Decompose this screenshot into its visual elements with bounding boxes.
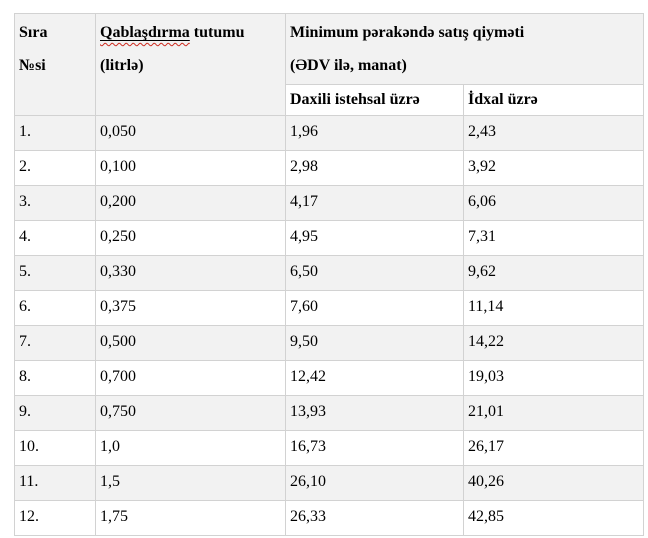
table-row: 4. 0,250 4,95 7,31: [14, 220, 644, 256]
cell-capacity: 0,050: [95, 115, 286, 151]
table-row: 6. 0,375 7,60 11,14: [14, 290, 644, 326]
cell-import-price: 19,03: [463, 360, 644, 396]
cell-capacity: 0,500: [95, 325, 286, 361]
table-header-row-sub: Daxili istehsal üzrə İdxal üzrə: [15, 84, 644, 116]
cell-row-number: 1.: [14, 115, 96, 151]
min-retail-price-table: Sıra №si Qablaşdırma tutumu (litrlə) Min…: [14, 13, 644, 536]
spellcheck-squiggle: Qablaşdırma: [100, 24, 190, 41]
cell-domestic-price: 13,93: [285, 395, 464, 431]
cell-domestic-price: 9,50: [285, 325, 464, 361]
cell-domestic-price: 1,96: [285, 115, 464, 151]
cell-capacity: 0,750: [95, 395, 286, 431]
header-packaging-capacity-line1: Qablaşdırma tutumu: [100, 16, 281, 49]
table-row: 12. 1,75 26,33 42,85: [14, 500, 644, 536]
header-price-group-line1: Minimum pərakəndə satış qiyməti: [290, 24, 525, 41]
table-row: 1. 0,050 1,96 2,43: [14, 115, 644, 151]
header-price-group-line2: (ƏDV ilə, manat): [290, 57, 407, 74]
cell-capacity: 1,75: [95, 500, 286, 536]
header-row-number-line1: Sıra: [19, 24, 48, 41]
cell-capacity: 0,100: [95, 150, 286, 186]
cell-import-price: 6,06: [463, 185, 644, 221]
cell-domestic-price: 4,17: [285, 185, 464, 221]
cell-capacity: 0,250: [95, 220, 286, 256]
cell-row-number: 4.: [14, 220, 96, 256]
header-domestic-production: Daxili istehsal üzrə: [285, 84, 464, 116]
table-row: 5. 0,330 6,50 9,62: [14, 255, 644, 291]
cell-row-number: 8.: [14, 360, 96, 396]
table-row: 9. 0,750 13,93 21,01: [14, 395, 644, 431]
underlined-word: Qablaşdırma: [100, 24, 190, 41]
cell-domestic-price: 26,10: [285, 465, 464, 501]
cell-import-price: 11,14: [463, 290, 644, 326]
cell-import-price: 40,26: [463, 465, 644, 501]
header-packaging-capacity-line2: (litrlə): [100, 57, 144, 74]
cell-import-price: 14,22: [463, 325, 644, 361]
cell-row-number: 3.: [14, 185, 96, 221]
cell-domestic-price: 12,42: [285, 360, 464, 396]
table-row: 7. 0,500 9,50 14,22: [14, 325, 644, 361]
table-header-row-main: Sıra №si Qablaşdırma tutumu (litrlə) Min…: [14, 13, 644, 116]
cell-row-number: 10.: [14, 430, 96, 466]
cell-import-price: 42,85: [463, 500, 644, 536]
cell-capacity: 1,0: [95, 430, 286, 466]
cell-import-price: 2,43: [463, 115, 644, 151]
table-row: 11. 1,5 26,10 40,26: [14, 465, 644, 501]
table-row: 8. 0,700 12,42 19,03: [14, 360, 644, 396]
cell-capacity: 1,5: [95, 465, 286, 501]
cell-domestic-price: 7,60: [285, 290, 464, 326]
header-import: İdxal üzrə: [463, 84, 644, 116]
cell-row-number: 11.: [14, 465, 96, 501]
cell-capacity: 0,700: [95, 360, 286, 396]
cell-import-price: 26,17: [463, 430, 644, 466]
cell-domestic-price: 2,98: [285, 150, 464, 186]
header-packaging-capacity: Qablaşdırma tutumu (litrlə): [95, 13, 286, 116]
cell-domestic-price: 16,73: [285, 430, 464, 466]
table-row: 10. 1,0 16,73 26,17: [14, 430, 644, 466]
table-row: 2. 0,100 2,98 3,92: [14, 150, 644, 186]
cell-capacity: 0,375: [95, 290, 286, 326]
header-row-number-line2: №si: [19, 57, 46, 74]
cell-row-number: 5.: [14, 255, 96, 291]
cell-row-number: 12.: [14, 500, 96, 536]
cell-import-price: 9,62: [463, 255, 644, 291]
cell-capacity: 0,200: [95, 185, 286, 221]
cell-row-number: 2.: [14, 150, 96, 186]
cell-row-number: 9.: [14, 395, 96, 431]
header-packaging-capacity-rest: tutumu: [189, 24, 245, 41]
cell-import-price: 3,92: [463, 150, 644, 186]
table-row: 3. 0,200 4,17 6,06: [14, 185, 644, 221]
cell-row-number: 6.: [14, 290, 96, 326]
cell-domestic-price: 6,50: [285, 255, 464, 291]
cell-import-price: 21,01: [463, 395, 644, 431]
cell-domestic-price: 4,95: [285, 220, 464, 256]
cell-row-number: 7.: [14, 325, 96, 361]
header-row-number: Sıra №si: [14, 13, 96, 116]
header-price-group: Minimum pərakəndə satış qiyməti (ƏDV ilə…: [285, 13, 644, 85]
cell-domestic-price: 26,33: [285, 500, 464, 536]
cell-import-price: 7,31: [463, 220, 644, 256]
cell-capacity: 0,330: [95, 255, 286, 291]
